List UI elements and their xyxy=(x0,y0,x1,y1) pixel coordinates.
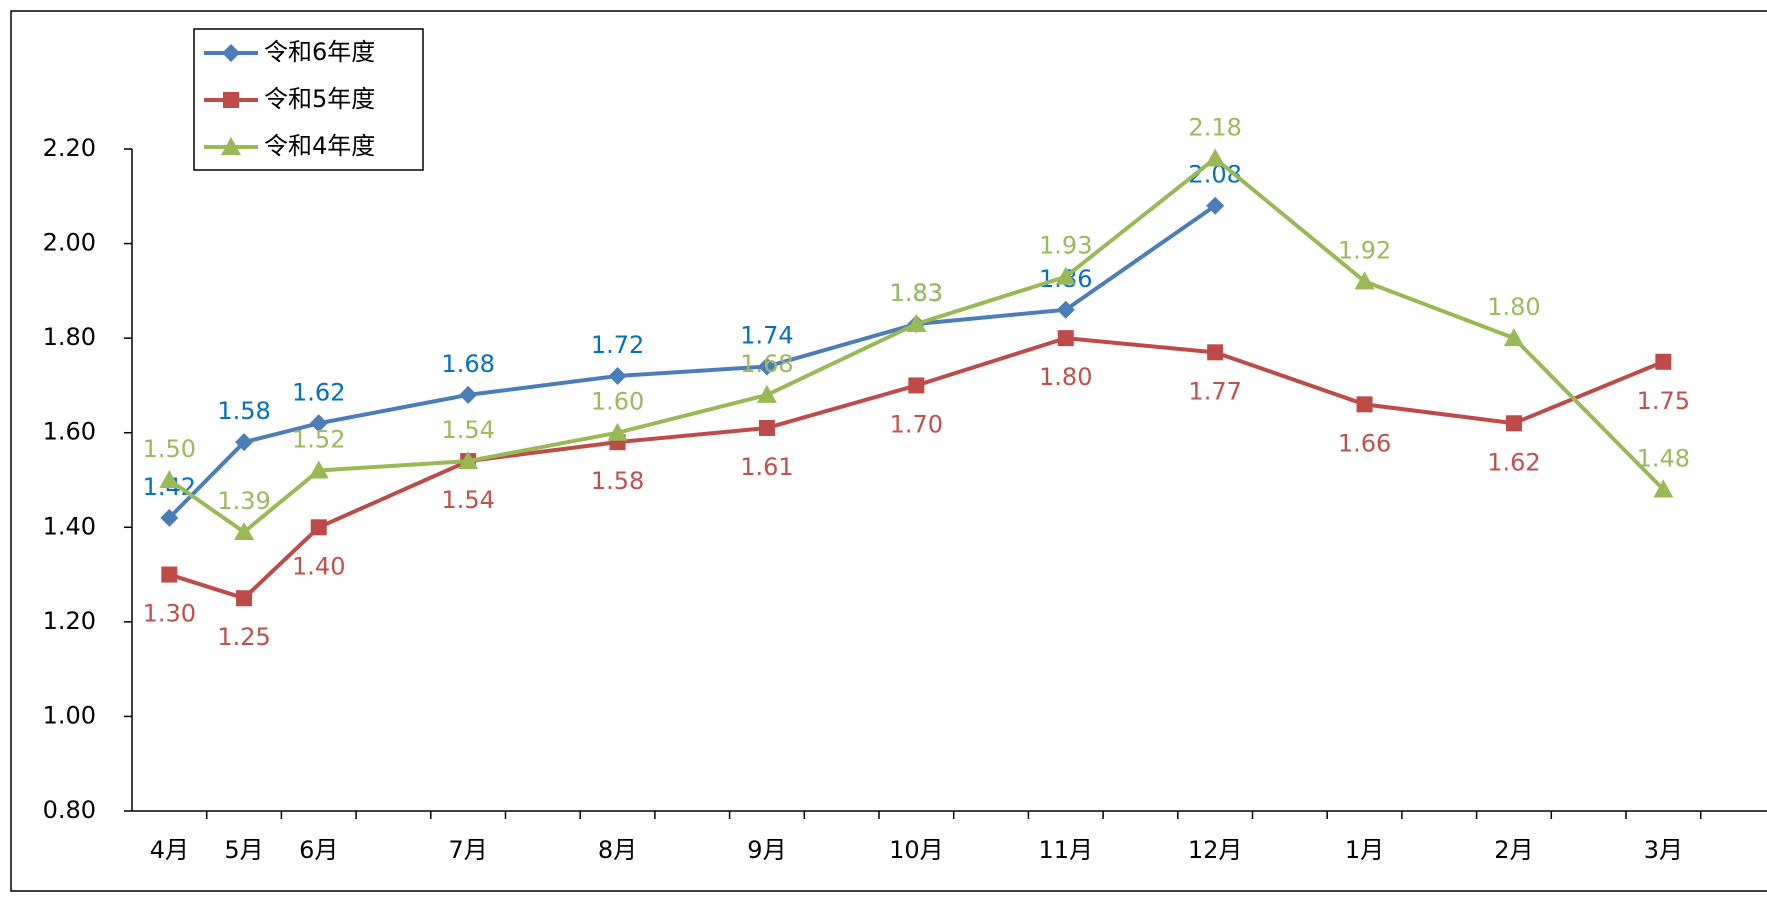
x-tick-label: 10月 xyxy=(889,836,944,864)
y-tick-label: 2.20 xyxy=(43,134,96,162)
legend-label: 令和4年度 xyxy=(264,132,375,160)
legend-marker xyxy=(223,92,239,108)
point xyxy=(1354,271,1375,290)
data-label: 1.75 xyxy=(1637,387,1690,415)
x-tick-label: 2月 xyxy=(1494,836,1533,864)
point xyxy=(608,366,627,385)
y-tick-label: 0.80 xyxy=(43,796,96,824)
data-label: 1.58 xyxy=(591,467,644,495)
point xyxy=(908,377,925,394)
x-tick-label: 7月 xyxy=(449,836,488,864)
series-line xyxy=(168,336,1665,601)
y-tick-label: 1.00 xyxy=(43,701,96,729)
y-tick-label: 1.20 xyxy=(43,607,96,635)
y-tick-label: 1.80 xyxy=(43,323,96,351)
x-tick-label: 11月 xyxy=(1038,836,1093,864)
x-tick-label: 1月 xyxy=(1345,836,1384,864)
data-label: 1.39 xyxy=(217,487,270,515)
data-label: 1.74 xyxy=(740,322,793,350)
y-tick-label: 1.40 xyxy=(43,512,96,540)
x-tick-label: 3月 xyxy=(1644,836,1683,864)
data-label: 1.25 xyxy=(217,623,270,651)
data-label: 1.93 xyxy=(1039,232,1092,260)
point xyxy=(1205,148,1226,167)
x-tick-label: 6月 xyxy=(299,836,338,864)
point xyxy=(459,385,478,404)
point xyxy=(1056,300,1075,319)
data-label: 1.60 xyxy=(591,388,644,416)
data-label: 1.58 xyxy=(217,397,270,425)
data-label: 1.68 xyxy=(740,350,793,378)
data-label: 1.54 xyxy=(441,486,494,514)
point xyxy=(161,566,178,583)
y-tick-label: 1.60 xyxy=(43,418,96,446)
x-tick-label: 5月 xyxy=(224,836,263,864)
point xyxy=(1206,196,1225,215)
y-tick-label: 2.00 xyxy=(43,229,96,257)
data-label: 1.40 xyxy=(292,552,345,580)
data-label: 1.92 xyxy=(1338,236,1391,264)
point xyxy=(458,451,479,470)
legend-marker xyxy=(222,44,240,62)
data-label: 1.70 xyxy=(890,410,943,438)
point xyxy=(1505,415,1522,432)
data-label: 1.52 xyxy=(292,426,345,454)
x-tick-label: 8月 xyxy=(598,836,637,864)
legend-marker xyxy=(221,137,241,155)
point xyxy=(236,590,253,607)
legend-label: 令和5年度 xyxy=(264,85,375,113)
data-label: 1.80 xyxy=(1487,293,1540,321)
point xyxy=(607,422,628,441)
data-label: 1.61 xyxy=(740,453,793,481)
data-label: 1.50 xyxy=(143,435,196,463)
data-label: 1.62 xyxy=(292,378,345,406)
data-label: 1.80 xyxy=(1039,363,1092,391)
point xyxy=(906,313,927,332)
x-tick-label: 4月 xyxy=(150,836,189,864)
data-label: 1.62 xyxy=(1487,448,1540,476)
point xyxy=(1655,353,1672,370)
data-label: 1.66 xyxy=(1338,429,1391,457)
point xyxy=(1055,266,1076,285)
series-line xyxy=(168,156,1665,535)
point xyxy=(757,357,776,376)
point xyxy=(1207,344,1224,361)
data-label: 1.30 xyxy=(143,600,196,628)
point xyxy=(1653,479,1674,498)
point xyxy=(310,519,327,536)
x-tick-label: 12月 xyxy=(1188,836,1243,864)
point xyxy=(1356,396,1373,413)
data-label: 1.68 xyxy=(441,350,494,378)
point xyxy=(235,433,254,452)
point xyxy=(756,384,777,403)
point xyxy=(758,419,775,436)
data-label: 1.72 xyxy=(591,331,644,359)
point xyxy=(234,522,255,541)
legend-label: 令和6年度 xyxy=(264,38,375,66)
data-label: 1.83 xyxy=(890,279,943,307)
point xyxy=(309,414,328,433)
data-label: 1.83 xyxy=(890,279,943,307)
data-label: 1.54 xyxy=(441,416,494,444)
point xyxy=(1503,328,1524,347)
x-tick-label: 9月 xyxy=(747,836,786,864)
point xyxy=(1057,330,1074,347)
data-label: 1.48 xyxy=(1637,444,1690,472)
point xyxy=(308,460,329,479)
data-label: 1.77 xyxy=(1188,377,1241,405)
point xyxy=(159,470,180,488)
data-label: 2.18 xyxy=(1188,113,1241,141)
point xyxy=(160,508,179,527)
